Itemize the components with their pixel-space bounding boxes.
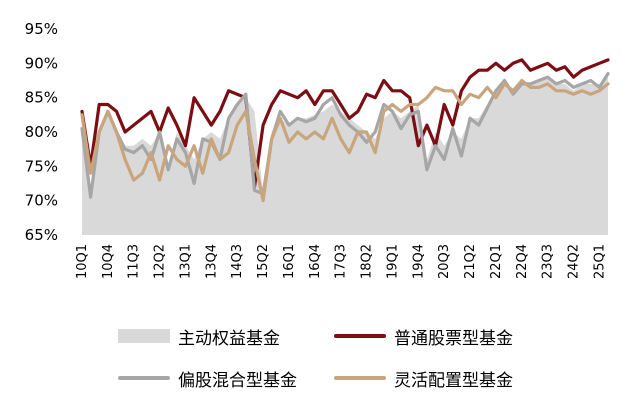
y-tick-label: 95% xyxy=(25,20,58,38)
x-tick-label: 20Q3 xyxy=(437,244,452,279)
legend-swatch-equity-hybrid xyxy=(118,376,170,380)
x-tick-label: 22Q1 xyxy=(489,244,504,279)
x-tick-label: 14Q3 xyxy=(230,244,245,279)
series-line-3 xyxy=(80,78,610,203)
legend-item-equity-hybrid: 偏股混合型基金 xyxy=(118,364,297,392)
y-tick-label: 65% xyxy=(25,226,58,244)
x-tick-label: 22Q4 xyxy=(515,244,530,279)
y-tick-label: 80% xyxy=(25,123,58,141)
x-tick-label: 13Q1 xyxy=(178,244,193,279)
legend: 主动权益基金 普通股票型基金 偏股混合型基金 灵活配置型基金 xyxy=(0,318,643,409)
y-tick-label: 75% xyxy=(25,157,58,175)
y-tick-label: 70% xyxy=(25,192,58,210)
x-tick-label: 23Q3 xyxy=(541,244,556,279)
legend-label-equity-hybrid: 偏股混合型基金 xyxy=(178,370,297,391)
legend-swatch-active-equity xyxy=(118,329,170,343)
x-tick-label: 19Q1 xyxy=(385,244,400,279)
x-axis: 10Q1 10Q4 11Q3 12Q2 13Q1 13Q4 14Q3 15Q2 16Q1 16Q4… xyxy=(75,244,607,279)
x-tick-label: 11Q3 xyxy=(127,244,142,279)
x-tick-label: 10Q4 xyxy=(101,244,116,279)
legend-label-active-equity: 主动权益基金 xyxy=(178,328,280,349)
x-tick-label: 15Q2 xyxy=(256,244,271,279)
legend-item-stock-fund: 普通股票型基金 xyxy=(334,322,513,350)
x-tick-label: 16Q1 xyxy=(282,244,297,279)
x-tick-label: 13Q4 xyxy=(204,244,219,279)
legend-label-stock-fund: 普通股票型基金 xyxy=(394,328,513,349)
plot-area xyxy=(80,58,610,235)
x-tick-label: 10Q1 xyxy=(75,244,90,279)
x-tick-label: 25Q1 xyxy=(592,244,607,279)
chart: 65% 70% 75% 80% 85% 90% 95% 10Q1 10Q4 11Q3 12Q2 13… xyxy=(25,20,610,279)
x-tick-label: 21Q2 xyxy=(463,244,478,279)
x-tick-label: 18Q2 xyxy=(360,244,375,279)
x-tick-label: 17Q3 xyxy=(334,244,349,279)
legend-swatch-stock-fund xyxy=(334,334,386,338)
x-tick-label: 24Q2 xyxy=(567,244,582,279)
x-tick-label: 12Q2 xyxy=(153,244,168,279)
legend-item-active-equity: 主动权益基金 xyxy=(118,322,280,350)
y-tick-label: 90% xyxy=(25,54,58,72)
series-line-1 xyxy=(80,58,610,189)
legend-swatch-flexible xyxy=(334,376,386,380)
legend-item-flexible: 灵活配置型基金 xyxy=(334,364,513,392)
x-tick-label: 19Q4 xyxy=(411,244,426,279)
x-tick-label: 16Q4 xyxy=(308,244,323,279)
series-area-0 xyxy=(82,77,608,235)
y-axis: 65% 70% 75% 80% 85% 90% 95% xyxy=(25,20,58,244)
legend-label-flexible: 灵活配置型基金 xyxy=(394,370,513,391)
y-tick-label: 85% xyxy=(25,89,58,107)
series-line-2 xyxy=(80,72,610,199)
